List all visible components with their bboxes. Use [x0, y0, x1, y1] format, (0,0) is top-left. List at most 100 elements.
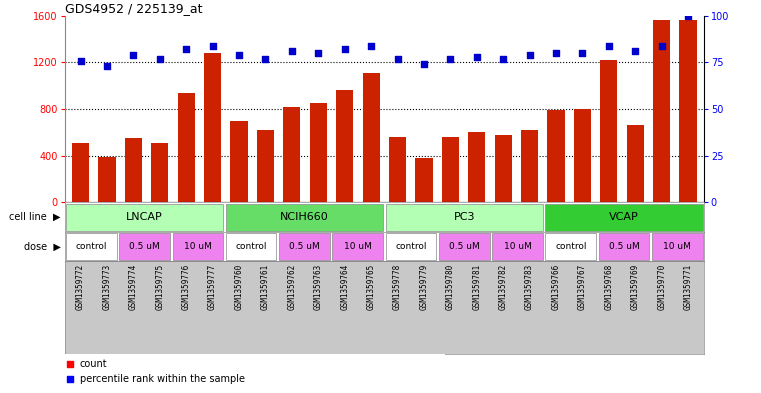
Point — [603, 42, 615, 49]
Text: 0.5 uM: 0.5 uM — [129, 242, 160, 251]
Bar — [333, 233, 383, 260]
Bar — [599, 233, 649, 260]
Text: GSM1359760: GSM1359760 — [234, 264, 244, 310]
Bar — [66, 204, 223, 231]
Point — [524, 52, 536, 58]
Text: GSM1359783: GSM1359783 — [525, 264, 534, 310]
Bar — [125, 138, 142, 202]
Bar — [546, 204, 702, 231]
Bar — [521, 130, 538, 202]
Point — [444, 55, 457, 62]
Text: GSM1359765: GSM1359765 — [367, 264, 376, 310]
Point — [497, 55, 509, 62]
Text: GSM1359771: GSM1359771 — [683, 264, 693, 310]
Bar — [98, 158, 116, 202]
Bar — [600, 60, 617, 202]
Text: 10 uM: 10 uM — [504, 242, 531, 251]
Point — [64, 360, 76, 367]
Text: GSM1359770: GSM1359770 — [658, 264, 666, 310]
Bar — [680, 20, 696, 202]
Bar — [495, 135, 511, 202]
Point — [391, 55, 403, 62]
Bar — [279, 233, 330, 260]
Text: count: count — [80, 358, 107, 369]
Text: GSM1359769: GSM1359769 — [631, 264, 640, 310]
Bar — [177, 93, 195, 202]
Text: GSM1359778: GSM1359778 — [393, 264, 402, 310]
Bar — [492, 233, 543, 260]
Bar — [386, 233, 436, 260]
Text: GSM1359777: GSM1359777 — [208, 264, 217, 310]
Bar — [257, 130, 274, 202]
Bar — [72, 143, 89, 202]
Text: percentile rank within the sample: percentile rank within the sample — [80, 374, 245, 384]
Text: 0.5 uM: 0.5 uM — [289, 242, 320, 251]
Bar — [151, 143, 168, 202]
Text: GSM1359763: GSM1359763 — [314, 264, 323, 310]
Point — [154, 55, 166, 62]
Text: GSM1359766: GSM1359766 — [552, 264, 561, 310]
Point — [470, 53, 482, 60]
Text: GSM1359768: GSM1359768 — [604, 264, 613, 310]
Text: 0.5 uM: 0.5 uM — [609, 242, 639, 251]
Point — [233, 52, 245, 58]
Point — [418, 61, 430, 67]
Bar — [416, 158, 432, 202]
Point — [260, 55, 272, 62]
Text: LNCAP: LNCAP — [126, 212, 163, 222]
Text: dose  ▶: dose ▶ — [24, 242, 61, 252]
Bar — [389, 137, 406, 202]
Text: GSM1359776: GSM1359776 — [182, 264, 191, 310]
Point — [365, 42, 377, 49]
Bar — [439, 233, 489, 260]
Text: GSM1359761: GSM1359761 — [261, 264, 270, 310]
Point — [682, 13, 694, 19]
Text: GSM1359781: GSM1359781 — [473, 264, 481, 310]
Text: GSM1359782: GSM1359782 — [498, 264, 508, 310]
Text: control: control — [235, 242, 267, 251]
Text: GDS4952 / 225139_at: GDS4952 / 225139_at — [65, 2, 202, 15]
Text: GSM1359775: GSM1359775 — [155, 264, 164, 310]
Point — [75, 57, 87, 64]
Bar — [66, 233, 116, 260]
Text: GSM1359779: GSM1359779 — [419, 264, 428, 310]
Bar — [441, 137, 459, 202]
Text: GSM1359772: GSM1359772 — [76, 264, 85, 310]
Text: GSM1359762: GSM1359762 — [288, 264, 296, 310]
Point — [127, 52, 139, 58]
Point — [206, 42, 218, 49]
Bar — [173, 233, 223, 260]
Bar — [310, 103, 327, 202]
Bar — [231, 121, 247, 202]
Bar — [546, 233, 596, 260]
Text: GSM1359773: GSM1359773 — [103, 264, 111, 310]
Point — [64, 376, 76, 382]
Bar — [283, 107, 301, 202]
Text: control: control — [75, 242, 107, 251]
Text: GSM1359767: GSM1359767 — [578, 264, 587, 310]
Text: control: control — [555, 242, 587, 251]
Bar — [226, 204, 383, 231]
Bar — [386, 204, 543, 231]
Bar — [468, 132, 486, 202]
Text: GSM1359774: GSM1359774 — [129, 264, 138, 310]
Text: 0.5 uM: 0.5 uM — [449, 242, 479, 251]
Text: VCAP: VCAP — [609, 212, 639, 222]
Text: GSM1359764: GSM1359764 — [340, 264, 349, 310]
Point — [339, 46, 351, 52]
Bar — [119, 233, 170, 260]
Bar — [547, 110, 565, 202]
Bar — [652, 233, 702, 260]
Point — [286, 48, 298, 54]
Bar — [574, 109, 591, 202]
Text: 10 uM: 10 uM — [664, 242, 691, 251]
Text: cell line  ▶: cell line ▶ — [9, 212, 61, 222]
Point — [655, 42, 667, 49]
Point — [312, 50, 324, 56]
Text: control: control — [395, 242, 427, 251]
Text: 10 uM: 10 uM — [344, 242, 371, 251]
Bar — [362, 73, 380, 202]
Text: GSM1359780: GSM1359780 — [446, 264, 455, 310]
Point — [180, 46, 193, 52]
Bar — [226, 233, 276, 260]
